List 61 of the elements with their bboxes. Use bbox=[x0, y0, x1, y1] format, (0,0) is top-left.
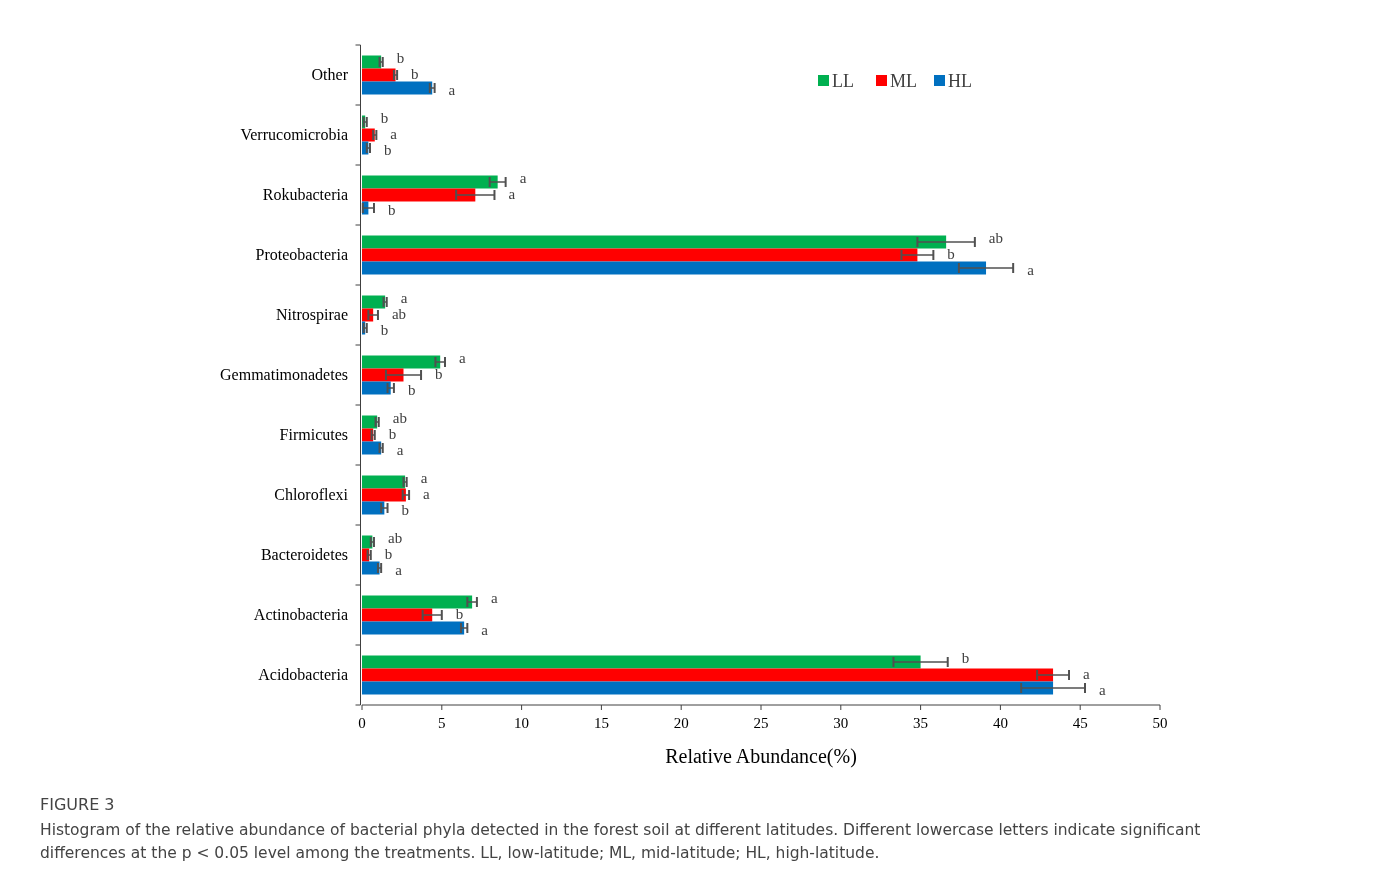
x-tick-label: 5 bbox=[438, 715, 446, 731]
y-tick-label: Bacteroidetes bbox=[260, 546, 348, 563]
x-tick-label: 20 bbox=[673, 715, 689, 731]
data-label: a bbox=[1098, 682, 1106, 698]
data-label: ab bbox=[392, 410, 407, 426]
data-label: a bbox=[481, 622, 489, 638]
legend-label: ML bbox=[890, 71, 917, 91]
data-label: b bbox=[388, 426, 397, 442]
data-label: a bbox=[519, 170, 527, 186]
y-tick-label: Nitrospirae bbox=[276, 306, 348, 324]
x-tick-label: 25 bbox=[753, 715, 769, 731]
text: Histogram of the relative abundance of bacterial phyla detected in the forest soil at different latitudes. Different lowercase letters indicate significant differences at the p < 0.05 level among the treatments. LL, low-latitude; ML, mid-latitude; HL, high-latitude. bbox=[40, 821, 1201, 862]
data-label: a bbox=[508, 186, 516, 202]
y-tick-label: Proteobacteria bbox=[255, 246, 348, 263]
x-tick-label: 35 bbox=[913, 715, 929, 731]
data-label: b bbox=[383, 142, 392, 158]
data-label: b bbox=[961, 650, 970, 666]
y-tick-label: Acidobacteria bbox=[258, 666, 348, 683]
data-label: a bbox=[390, 126, 398, 142]
data-label: b bbox=[396, 50, 405, 66]
data-label: b bbox=[387, 202, 396, 218]
y-tick-label: Actinobacteria bbox=[253, 606, 348, 623]
data-label: b bbox=[411, 66, 419, 82]
data-label: b bbox=[401, 502, 410, 518]
x-tick-label: 15 bbox=[593, 715, 609, 731]
data-label: b bbox=[380, 110, 389, 126]
data-label: a bbox=[1083, 666, 1091, 682]
y-tick-label: Firmicutes bbox=[279, 426, 348, 443]
data-label: a bbox=[420, 470, 428, 486]
x-tick-label: 50 bbox=[1152, 715, 1168, 731]
x-tick-label: 45 bbox=[1072, 715, 1088, 731]
data-label: b bbox=[384, 546, 393, 562]
data-label: b bbox=[455, 606, 464, 622]
data-label: b bbox=[380, 322, 389, 338]
y-tick-label: Other bbox=[311, 66, 349, 83]
legend-label: HL bbox=[948, 71, 972, 91]
data-label: a bbox=[448, 82, 456, 98]
data-label: a bbox=[1027, 262, 1035, 278]
data-label: a bbox=[490, 590, 498, 606]
data-label: a bbox=[423, 486, 431, 502]
x-axis-title: Relative Abundance(%) bbox=[665, 745, 857, 768]
data-label: ab bbox=[387, 530, 403, 546]
data-label: b bbox=[407, 382, 416, 398]
data-label: a bbox=[395, 562, 403, 578]
data-label: a bbox=[400, 290, 408, 306]
data-label: b bbox=[435, 366, 443, 382]
y-tick-label: Rokubacteria bbox=[262, 186, 348, 203]
y-tick-label: Chloroflexi bbox=[274, 486, 349, 503]
y-tick-label: Gemmatimonadetes bbox=[220, 366, 348, 383]
data-label: ab bbox=[391, 306, 407, 322]
data-label: b bbox=[947, 246, 955, 262]
x-tick-label: 40 bbox=[992, 715, 1008, 731]
x-tick-label: 0 bbox=[358, 715, 366, 731]
y-tick-label: Verrucomicrobia bbox=[240, 126, 348, 143]
data-label: a bbox=[458, 350, 466, 366]
x-tick-label: 30 bbox=[833, 715, 849, 731]
x-tick-label: 10 bbox=[514, 715, 530, 731]
text: FIGURE 3 bbox=[40, 795, 115, 814]
data-label: ab bbox=[988, 230, 1004, 246]
legend-label: LL bbox=[832, 71, 854, 91]
data-label: a bbox=[396, 442, 404, 458]
